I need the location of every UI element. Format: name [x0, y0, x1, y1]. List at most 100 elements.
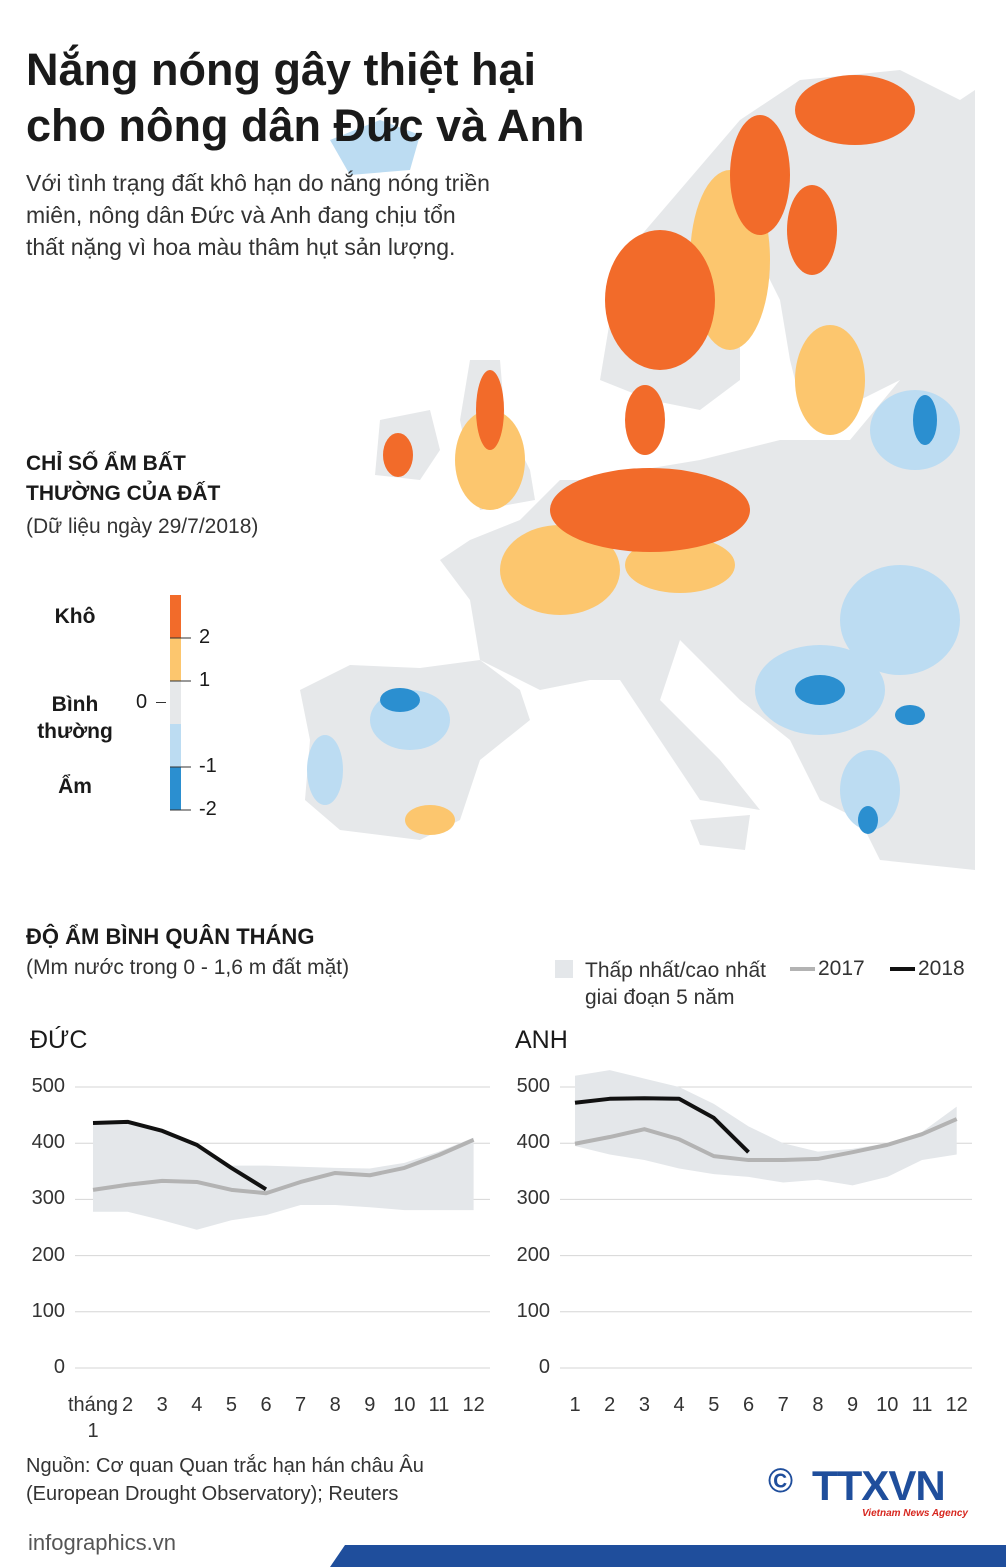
map	[300, 70, 975, 870]
x-tick-label: 6	[260, 1394, 272, 1416]
very-wet-area	[913, 395, 937, 445]
legend-label: Ẩm	[58, 775, 92, 798]
x-tick-label: 10	[393, 1394, 416, 1416]
x-tick-label: 2	[604, 1394, 616, 1416]
very-dry-area	[383, 433, 413, 477]
wet-area	[350, 132, 410, 168]
x-tick-label: 4	[673, 1394, 685, 1416]
source: Nguồn: Cơ quan Quan trắc hạn hán châu Âu	[26, 1455, 424, 1477]
agency: Vietnam News Agency	[862, 1508, 968, 1519]
very-dry-area	[476, 370, 504, 450]
very-wet-area	[795, 675, 845, 705]
y-tick-label: 0	[53, 1356, 65, 1378]
footer-band	[330, 1545, 1006, 1567]
wet-area	[840, 565, 960, 675]
x-tick-label: 11	[428, 1394, 450, 1416]
x-tick-label: 9	[847, 1394, 859, 1416]
legend-swatch	[170, 724, 181, 767]
series-line	[574, 1096, 750, 1154]
x-tick-label: 5	[225, 1394, 237, 1416]
x-tick-label: 4	[191, 1394, 203, 1416]
copyright: ©	[768, 1462, 794, 1500]
dry-area	[795, 325, 865, 435]
legend-swatch	[170, 638, 181, 681]
legend-swatch	[170, 595, 181, 638]
very-dry-area	[787, 185, 837, 275]
x-tick-label: 2	[122, 1394, 134, 1416]
legend-swatch	[555, 960, 573, 978]
very-wet-area	[895, 705, 925, 725]
x-tick-label: 8	[329, 1394, 341, 1416]
x-tick-label: 3	[638, 1394, 650, 1416]
y-tick-label: 100	[31, 1299, 65, 1322]
wet-area	[307, 735, 343, 805]
x-tick-label: 11	[911, 1394, 933, 1416]
source: (European Drought Observatory); Reuters	[26, 1483, 399, 1505]
x-tick-label: 3	[156, 1394, 168, 1416]
y-tick-label: 300	[31, 1187, 65, 1210]
x-tick-label: 12	[945, 1394, 968, 1416]
y-tick-label: 300	[516, 1187, 550, 1210]
x-tick-label: 8	[812, 1394, 824, 1416]
map-title: CHỈ SỐ ẨM BẤT	[26, 452, 186, 475]
very-wet-area	[858, 806, 878, 834]
land	[300, 660, 530, 840]
x-tick-label: 10	[876, 1394, 899, 1416]
legend-tick-label: 2	[199, 626, 211, 648]
legend-tick-label: 1	[199, 669, 211, 691]
dry-area	[405, 805, 455, 835]
legend-label: Thấp nhất/cao nhất giai đoạn 5 năm	[585, 959, 766, 1009]
series-line	[92, 1119, 268, 1191]
series-line	[92, 1137, 475, 1196]
legend-tick-label: -2	[199, 798, 217, 820]
y-tick-label: 500	[516, 1075, 550, 1097]
x-tick-label: 7	[295, 1394, 307, 1416]
subtitle: thất nặng vì hoa màu thâm hụt sản lượng.	[26, 234, 456, 260]
chart-title: ANH	[515, 1026, 568, 1054]
legend-label: 2017	[818, 957, 865, 980]
legend-label: 2018	[918, 957, 965, 980]
x-tick-label: 5	[708, 1394, 720, 1416]
dry-area	[455, 410, 525, 510]
y-tick-label: 400	[31, 1131, 65, 1154]
chart-title: ĐỨC	[30, 1026, 88, 1054]
x-tick-label: tháng 1	[67, 1394, 119, 1442]
x-tick-label: 9	[364, 1394, 376, 1416]
site: infographics.vn	[28, 1530, 176, 1555]
subtitle: miên, nông dân Đức và Anh đang chịu tổn	[26, 202, 456, 228]
range-band	[93, 1120, 474, 1230]
y-tick-label: 0	[538, 1356, 550, 1378]
x-tick-label: 12	[462, 1394, 485, 1416]
x-tick-label: 6	[742, 1394, 755, 1416]
charts-title: ĐỘ ẨM BÌNH QUÂN THÁNG	[26, 924, 315, 949]
very-dry-area	[730, 115, 790, 235]
series-line	[574, 1117, 958, 1163]
legend-swatch	[170, 681, 181, 724]
map-title: THƯỜNG CỦA ĐẤT	[26, 482, 221, 505]
charts-subtitle: (Mm nước trong 0 - 1,6 m đất mặt)	[26, 956, 350, 979]
y-tick-label: 400	[516, 1131, 550, 1154]
title: Nắng nóng gây thiệt hại	[26, 44, 537, 95]
very-dry-area	[605, 230, 715, 370]
x-tick-label: 7	[777, 1394, 789, 1416]
very-dry-area	[625, 385, 665, 455]
legend-swatch	[170, 767, 181, 810]
legend-label: Khô	[54, 605, 96, 628]
legend-label: Bình thường	[37, 693, 113, 743]
dry-area	[500, 525, 620, 615]
map-subtitle: (Dữ liệu ngày 29/7/2018)	[26, 515, 259, 538]
wet-area	[840, 750, 900, 830]
very-dry-area	[795, 75, 915, 145]
y-tick-label: 500	[31, 1075, 65, 1097]
y-tick-label: 200	[516, 1243, 550, 1266]
legend-tick-label: 0	[136, 690, 148, 713]
y-tick-label: 100	[516, 1299, 550, 1322]
y-tick-label: 200	[31, 1243, 65, 1266]
title: cho nông dân Đức và Anh	[26, 100, 585, 151]
legend-tick-label: -1	[199, 755, 217, 777]
land	[690, 815, 750, 850]
very-wet-area	[380, 688, 420, 712]
subtitle: Với tình trạng đất khô hạn do nắng nóng …	[26, 170, 490, 196]
